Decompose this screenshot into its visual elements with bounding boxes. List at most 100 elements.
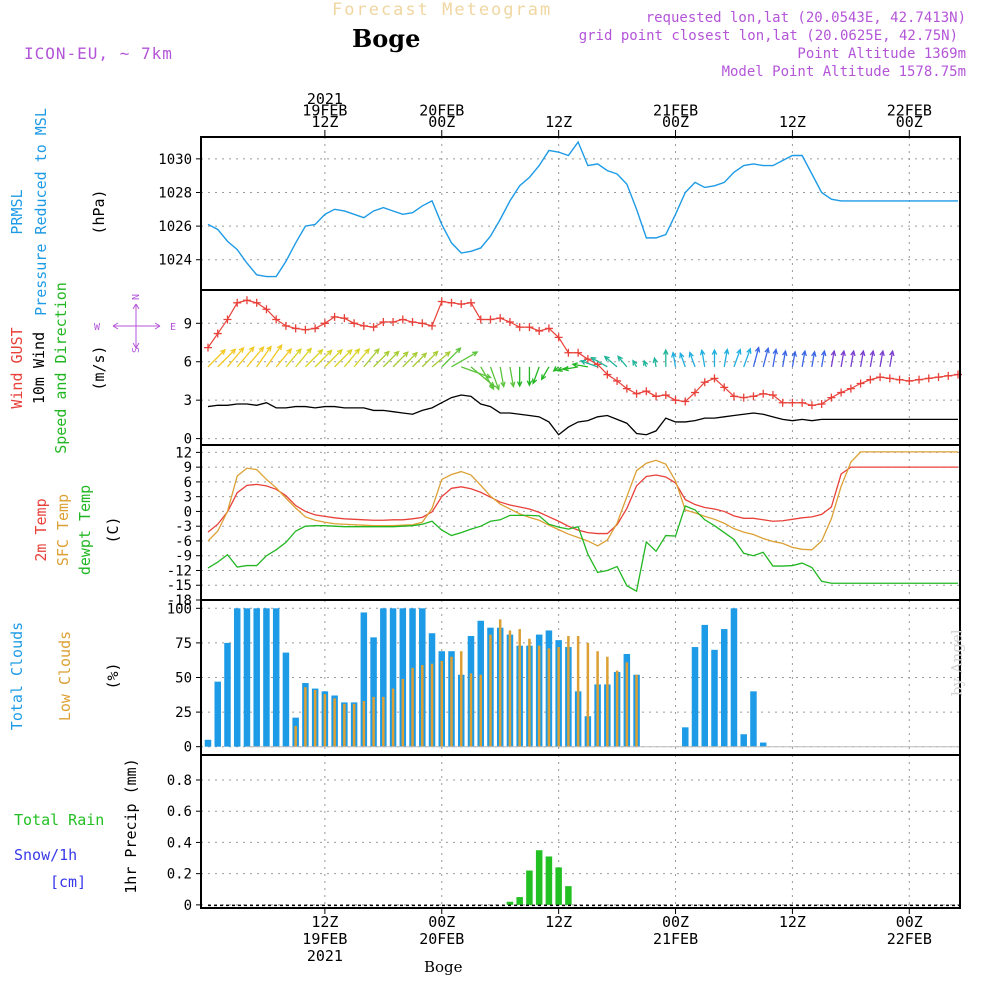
- time-label-bottom: 2021: [307, 947, 343, 965]
- time-label-bottom: 21FEB: [653, 930, 698, 948]
- requested-coords: requested lon,lat (20.0543E, 42.7413N): [645, 10, 966, 26]
- wind-direction-arrow: [353, 348, 370, 368]
- gust-marker: [729, 392, 738, 401]
- wind-direction-arrow: [889, 350, 894, 367]
- wind-direction-arrow: [421, 351, 439, 368]
- time-label-bottom: 00Z: [428, 913, 455, 931]
- low-cloud-bar: [537, 645, 541, 747]
- gust-marker: [418, 319, 427, 328]
- gust-marker: [457, 300, 466, 309]
- gust-marker: [272, 315, 281, 324]
- wind-direction-arrow: [820, 350, 826, 367]
- wind-arrowhead: [754, 346, 761, 353]
- model-label: ICON-EU, ~ 7km: [24, 44, 173, 63]
- low-cloud-bar: [498, 619, 502, 747]
- gust-marker: [681, 397, 690, 406]
- wind-arrowhead: [220, 348, 227, 355]
- time-label-top: 00Z: [896, 113, 923, 131]
- rain-bar: [516, 897, 523, 905]
- grid-point-coords: grid point closest lon,lat (20.0625E, 42…: [578, 28, 958, 44]
- wind-direction-arrow: [451, 351, 478, 368]
- wind-arrowhead: [571, 362, 578, 368]
- low-cloud-bar: [576, 635, 580, 747]
- wind-direction-arrow: [672, 352, 677, 367]
- gust-marker: [330, 312, 339, 321]
- wind-direction-arrow: [859, 350, 865, 367]
- gust-marker: [408, 318, 417, 327]
- wind-direction-arrow: [743, 348, 751, 368]
- low-cloud-bar: [411, 667, 414, 747]
- wind-unit: (m/s): [90, 345, 108, 390]
- gust-marker: [574, 348, 583, 357]
- low-cloud-bar: [372, 696, 375, 747]
- y-tick-label: 6: [184, 475, 192, 491]
- y-tick-label: -15: [167, 578, 192, 594]
- wind-arrowhead: [346, 348, 353, 355]
- gust-marker: [632, 389, 641, 398]
- wind-arrowhead: [248, 346, 255, 353]
- total-cloud-bar: [224, 642, 231, 747]
- gust-marker: [350, 319, 359, 328]
- total-cloud-bar: [360, 612, 368, 747]
- total-cloud-bar: [253, 608, 260, 747]
- wind-direction-arrow: [689, 352, 696, 368]
- low-cloud-bar: [518, 629, 521, 747]
- wind-direction-arrow: [304, 349, 323, 368]
- wind-direction-arrow: [392, 351, 409, 368]
- total-cloud-bar: [370, 637, 377, 747]
- gust-marker: [301, 325, 310, 334]
- total-cloud-bar: [272, 608, 280, 747]
- wind-direction-arrow: [572, 363, 588, 368]
- total-cloud-bar: [214, 681, 221, 747]
- clouds-unit: (%): [104, 662, 122, 689]
- time-label-top: 00Z: [662, 113, 689, 131]
- gust-marker: [554, 333, 563, 342]
- gust-marker: [759, 389, 768, 398]
- time-label-top: 19FEB: [302, 102, 347, 120]
- wind-arrowhead: [238, 346, 245, 353]
- gust-marker: [340, 314, 349, 323]
- gust-marker: [768, 391, 777, 400]
- gust-marker: [749, 392, 758, 401]
- wind-direction-arrow: [499, 366, 505, 387]
- wind-arrowhead: [412, 351, 419, 358]
- low-cloud-bar: [440, 660, 444, 747]
- wind-direction-arrow: [509, 366, 515, 387]
- wind-arrowhead: [336, 348, 343, 355]
- wind-arrowhead: [632, 359, 638, 366]
- time-label-top: 20FEB: [419, 102, 464, 120]
- y-tick-label: 1030: [158, 152, 192, 168]
- wind-direction-arrow: [285, 348, 302, 368]
- wind-direction-arrow: [314, 349, 333, 368]
- wind-arrowhead: [472, 351, 479, 357]
- wind-arrowhead: [432, 350, 439, 357]
- point-altitude: Point Altitude 1369m: [797, 46, 966, 62]
- total-cloud-bar: [389, 608, 397, 747]
- wind-direction-arrow: [733, 349, 741, 368]
- temp-2m-line: [207, 466, 958, 535]
- total-cloud-bar: [701, 624, 709, 747]
- y-tick-label: 9: [184, 316, 192, 332]
- wind-direction-arrow: [382, 351, 400, 368]
- wind-arrowhead: [811, 350, 817, 357]
- wind-arrowhead: [286, 347, 293, 355]
- wind-direction-arrow: [604, 356, 618, 368]
- low-cloud-bar: [596, 651, 599, 747]
- gust-marker: [613, 376, 622, 385]
- gust-marker: [204, 343, 212, 352]
- gust-marker: [661, 391, 670, 400]
- gust-marker: [885, 374, 894, 383]
- total-cloud-bar: [740, 734, 747, 747]
- time-label-bottom: 12Z: [545, 913, 572, 931]
- wind-direction-arrow: [840, 350, 845, 367]
- wind-arrowhead: [699, 348, 706, 356]
- legend-snow: Snow/1h: [14, 846, 77, 864]
- rain-bar: [506, 901, 514, 905]
- footer-location: Boge: [424, 958, 463, 976]
- total-cloud-bar: [750, 691, 757, 747]
- panel-frame: [200, 136, 961, 291]
- gust-marker: [691, 388, 700, 397]
- compass-arrows: [112, 303, 161, 349]
- y-tick-label: 75: [175, 636, 192, 652]
- wind-arrowhead: [642, 359, 649, 366]
